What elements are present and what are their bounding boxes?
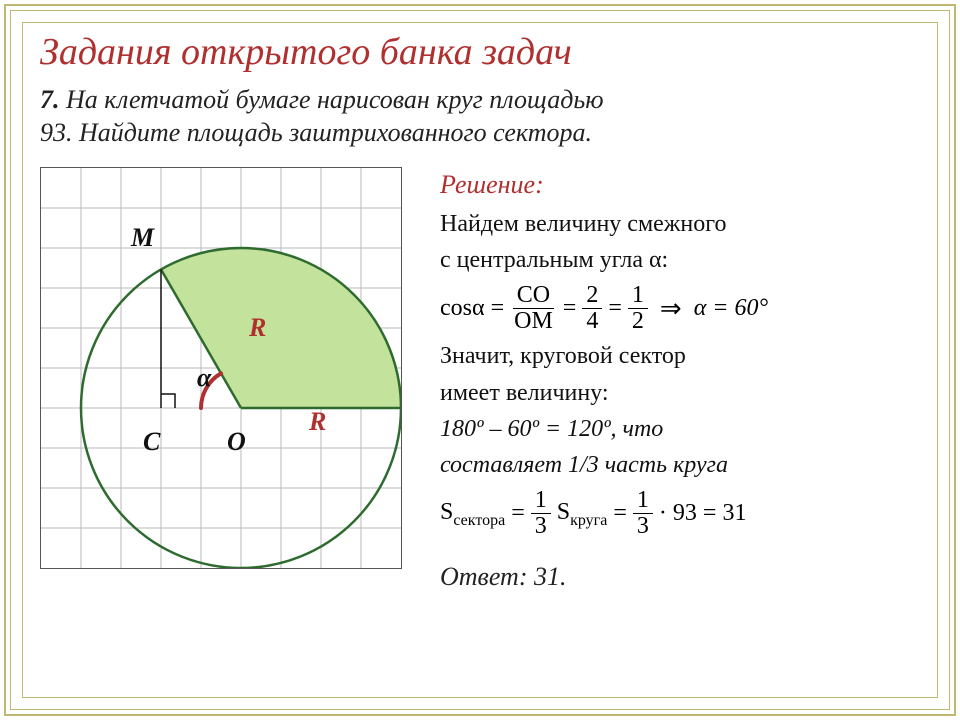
content-region: Задания открытого банка задач 7. На клет…: [40, 30, 925, 690]
answer-line: Ответ: 31.: [440, 559, 925, 594]
svg-text:R: R: [308, 407, 326, 436]
s-sector: Sсектора: [440, 496, 505, 531]
solution-line-3: Значит, круговой сектор: [440, 340, 925, 372]
implies-arrow: ⇒: [654, 291, 688, 326]
diagram-container: M C O R Rα: [40, 167, 420, 587]
diagram-grid-box: M C O R Rα: [40, 167, 402, 569]
solution-line-4: имеет величину:: [440, 377, 925, 409]
s-circle: Sкруга: [557, 496, 608, 531]
cos-equation: cosα = CO OM = 2 4 = 1 2 ⇒ α = 60°: [440, 283, 925, 334]
frac-2-4: 2 4: [582, 283, 602, 334]
problem-statement: 7. На клетчатой бумаге нарисован круг пл…: [40, 84, 925, 149]
area-equation: Sсектора = 1 3 Sкруга = 1 3 · 93 = 31: [440, 488, 925, 539]
svg-text:M: M: [130, 223, 155, 252]
solution-line-5: 180º – 60º = 120º, что: [440, 413, 925, 445]
problem-text-2: 93. Найдите площадь заштрихованного сект…: [40, 118, 592, 147]
area-value: 93: [673, 497, 697, 529]
alpha-result: α = 60°: [694, 292, 768, 324]
problem-number: 7.: [40, 85, 60, 114]
cos-lhs: cosα: [440, 292, 485, 324]
solution-line-2: с центральным угла α:: [440, 244, 925, 276]
problem-text-1: На клетчатой бумаге нарисован круг площа…: [66, 85, 604, 114]
solution-line-1: Найдем величину смежного: [440, 208, 925, 240]
solution-line-6: составляет 1/3 часть круга: [440, 449, 925, 481]
frac-1-3-a: 1 3: [531, 488, 551, 539]
frac-1-2: 1 2: [628, 283, 648, 334]
svg-text:α: α: [197, 363, 212, 392]
solution-label: Решение:: [440, 167, 925, 202]
page-title: Задания открытого банка задач: [40, 30, 925, 74]
area-result: 31: [722, 497, 746, 529]
diagram-svg: M C O R Rα: [41, 168, 401, 568]
frac-co-om: CO OM: [510, 283, 557, 334]
main-row: M C O R Rα Решение: Найдем величину смежного…: [40, 167, 925, 594]
svg-text:O: O: [227, 427, 246, 456]
answer-value: 31.: [534, 562, 567, 591]
frac-1-3-b: 1 3: [633, 488, 653, 539]
svg-text:R: R: [248, 313, 266, 342]
solution-column: Решение: Найдем величину смежного с цент…: [440, 167, 925, 594]
answer-label: Ответ:: [440, 562, 527, 591]
svg-text:C: C: [143, 427, 161, 456]
